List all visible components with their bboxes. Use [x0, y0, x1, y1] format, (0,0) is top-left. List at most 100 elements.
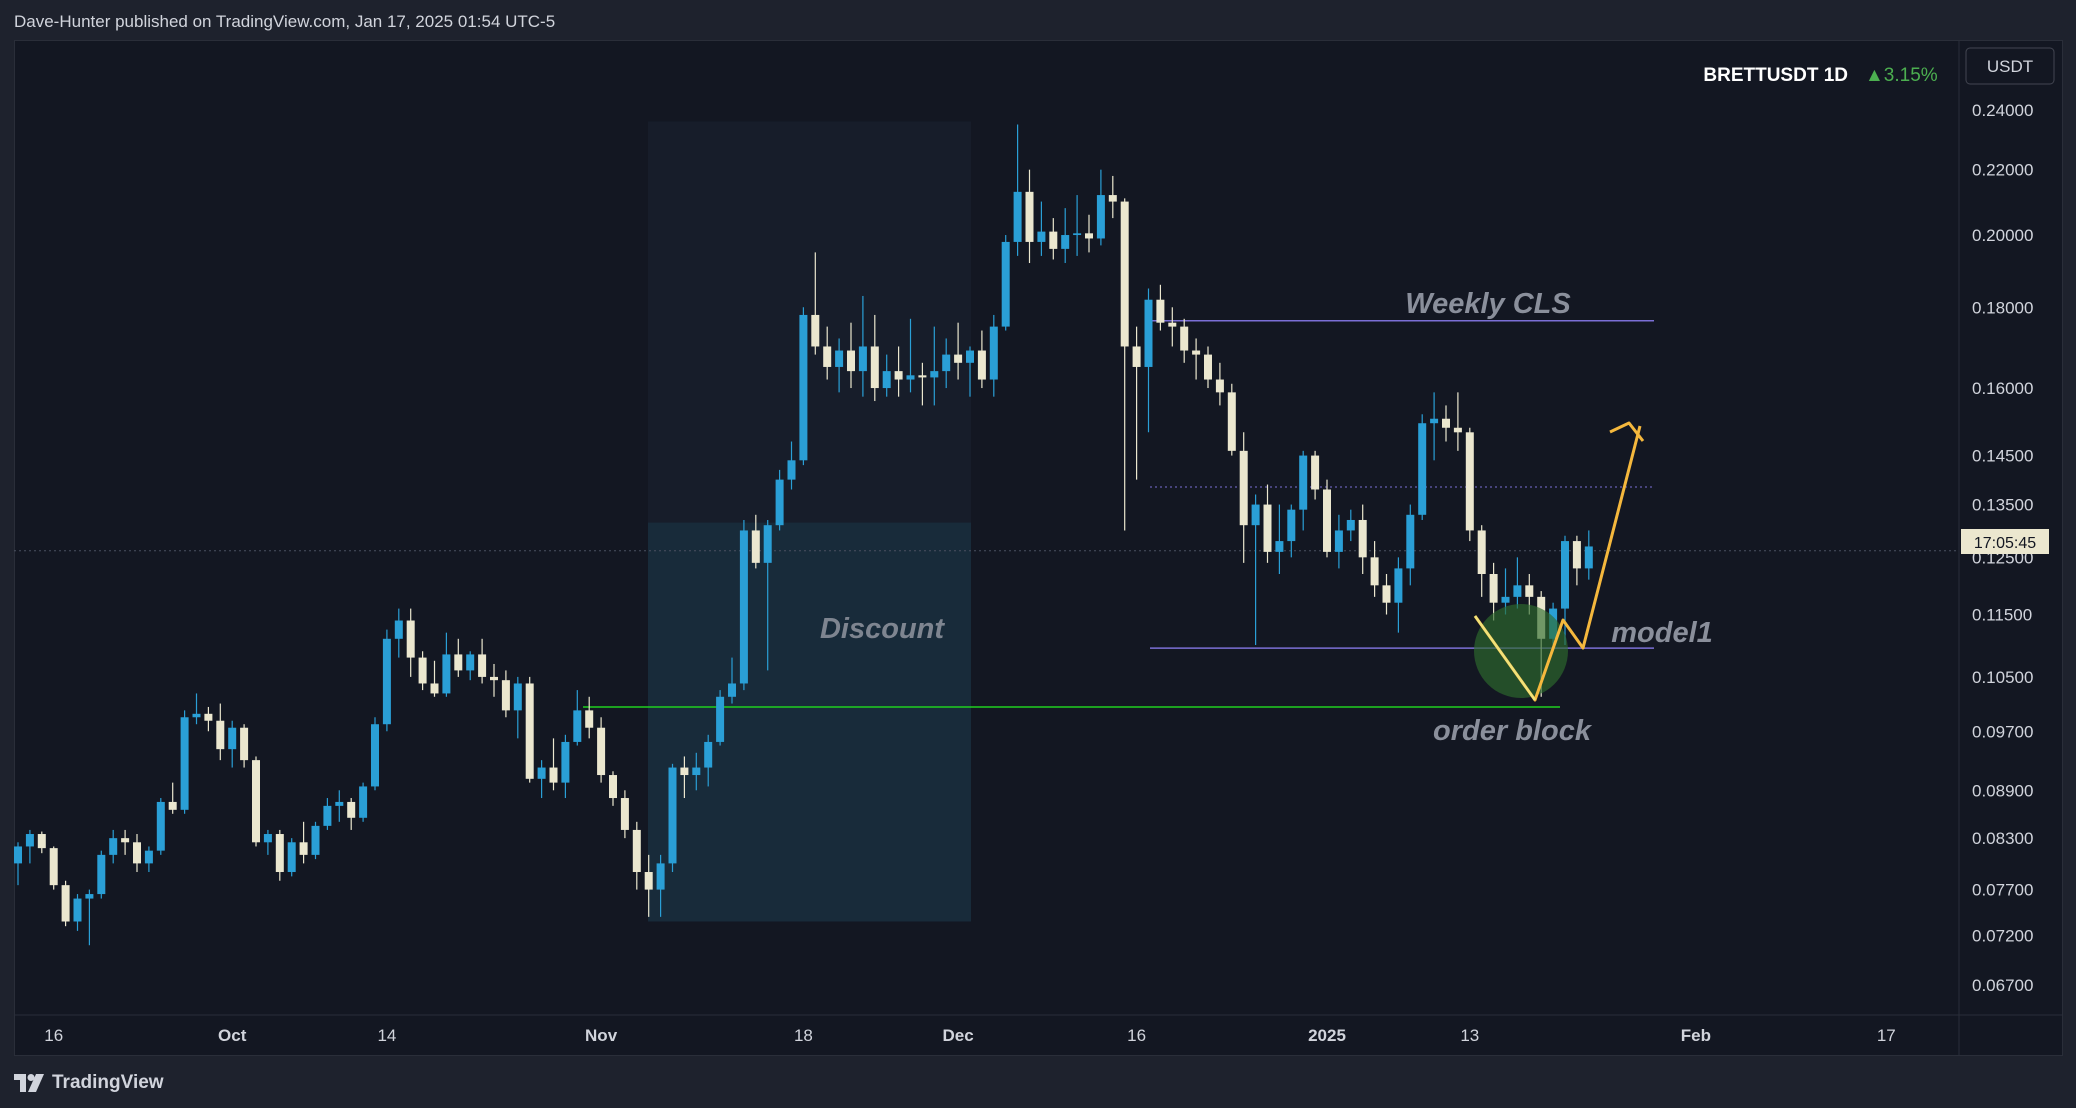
candle-body [97, 854, 106, 895]
candle-body [823, 346, 832, 367]
candle [144, 846, 153, 873]
candle [121, 829, 130, 855]
candle-body [287, 842, 296, 873]
candle [1442, 405, 1450, 442]
candle [525, 676, 534, 783]
candle [632, 821, 641, 890]
x-tick-label: Oct [218, 1026, 247, 1045]
candle [918, 362, 927, 406]
candle-body [1096, 195, 1105, 239]
candle-body [620, 798, 629, 830]
candle [1085, 214, 1093, 253]
candle [1489, 562, 1498, 621]
y-tick-label: 0.06700 [1972, 976, 2033, 995]
candle-body [1085, 233, 1093, 239]
y-tick-label: 0.16000 [1972, 379, 2033, 398]
candle-body [1156, 299, 1165, 323]
candle [97, 850, 106, 899]
candle-body [228, 727, 237, 750]
candle-body [632, 829, 641, 873]
candle-body [966, 350, 974, 363]
model1-label: model1 [1611, 617, 1713, 649]
candle-body [704, 741, 713, 768]
candle-body [728, 683, 736, 697]
level-lines-layer [14, 319, 1959, 708]
candle [1037, 201, 1046, 256]
price-axis-bg[interactable] [1960, 41, 2062, 1015]
candle-body [49, 848, 58, 886]
candle-body [1394, 568, 1403, 603]
candle-body [466, 654, 475, 671]
candle-body [204, 713, 213, 721]
candle-body [954, 354, 963, 363]
candle-body [1204, 354, 1212, 380]
candle [49, 846, 58, 890]
tradingview-logo-icon [14, 1074, 44, 1092]
x-tick-label: 14 [377, 1026, 396, 1045]
candle-body [573, 710, 582, 742]
candle-body [1001, 241, 1010, 327]
candle-body [299, 842, 308, 855]
symbol-label[interactable]: BRETTUSDT 1D [1703, 65, 1848, 86]
currency-button-label[interactable]: USDT [1987, 57, 2033, 76]
candle [966, 346, 974, 397]
brand-name: TradingView [52, 1072, 164, 1093]
candle [1584, 530, 1593, 580]
y-tick-label: 0.18000 [1972, 298, 2033, 317]
candle-body [525, 683, 534, 779]
candle-body [692, 767, 701, 776]
candle-body [85, 894, 94, 899]
candle-body [240, 727, 249, 761]
candle [61, 880, 70, 927]
candle-body [275, 834, 284, 873]
candle [347, 798, 356, 830]
candle [156, 798, 165, 855]
y-tick-label: 0.07700 [1972, 881, 2033, 900]
candle [109, 829, 118, 864]
candle-body [335, 801, 344, 806]
candle-body [585, 710, 594, 728]
candle-body [430, 683, 439, 694]
currency-button[interactable] [1965, 47, 2055, 85]
candle [263, 829, 272, 855]
candle-body [168, 801, 177, 810]
candle-body [311, 825, 320, 855]
candle-body [751, 530, 760, 563]
candle [1156, 284, 1165, 331]
candle [252, 756, 260, 847]
brand-logo[interactable]: TradingView [14, 1072, 164, 1094]
candle [537, 760, 546, 799]
candle [597, 717, 606, 783]
candle-body [1323, 489, 1331, 552]
candle [394, 608, 403, 658]
price-chart[interactable]: Discount Weekly CLS model1 order block 0.24… [0, 0, 2076, 1058]
candle [490, 663, 498, 697]
candle [335, 790, 344, 822]
legend: BRETTUSDT 1D ▲3.15% USDT 17:05:45 [1703, 47, 2055, 554]
x-tick-label: 17 [1877, 1026, 1896, 1045]
candle [1358, 504, 1367, 575]
candle-body [1144, 299, 1153, 367]
candle [716, 690, 725, 746]
candle-body [977, 350, 986, 380]
candle [501, 670, 510, 718]
candle [323, 798, 332, 830]
candle [1227, 383, 1236, 456]
candle-body [858, 346, 867, 372]
candle-body [918, 375, 927, 378]
candle [275, 829, 284, 881]
candle-body [537, 767, 546, 779]
candle [1180, 318, 1189, 363]
x-tick-label: 13 [1460, 1026, 1479, 1045]
candle [287, 838, 296, 877]
countdown-label: 17:05:45 [1974, 535, 2036, 552]
footer: TradingView [0, 1058, 2076, 1108]
candle [1096, 169, 1105, 246]
candle-body [1561, 541, 1569, 609]
candle-body [37, 834, 46, 849]
candle-body [263, 834, 272, 843]
candle-body [1251, 504, 1260, 526]
candle-body [1239, 450, 1248, 526]
candle [1239, 432, 1248, 563]
candle-body [1275, 541, 1284, 552]
